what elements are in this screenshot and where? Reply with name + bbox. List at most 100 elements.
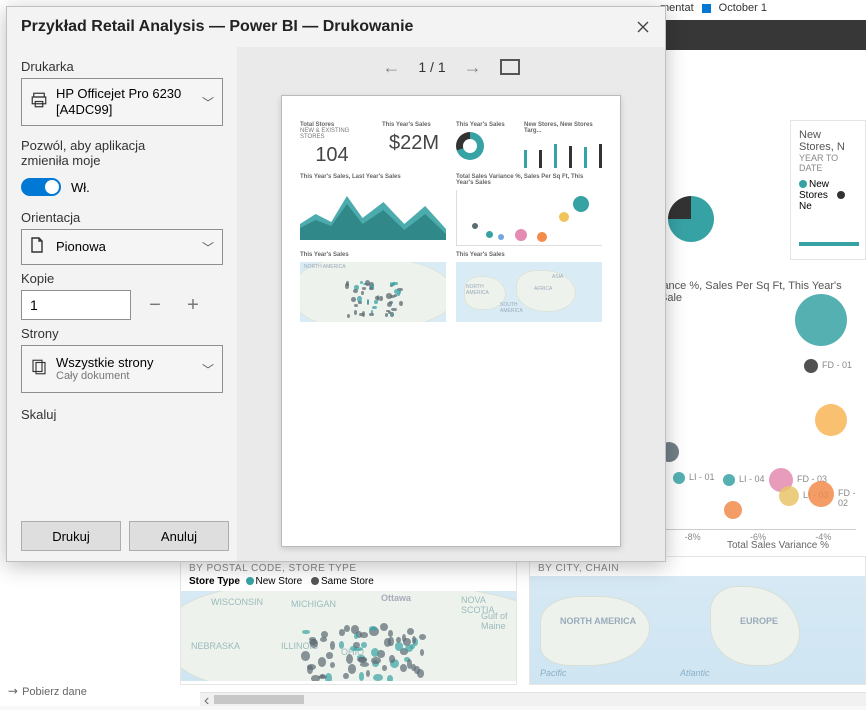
legend-swatch [837,191,845,199]
tile-title: This Year's Sales, Last Year's Sales [300,174,446,180]
orientation-select[interactable]: Pionowa ﹀ [21,229,223,265]
tile-title: New Stores, New Stores Targ... [524,122,602,134]
map-dot [371,657,381,664]
bubble-label: LI - 04 [739,474,765,484]
map-row: BY POSTAL CODE, STORE TYPE Store Type Ne… [180,556,866,685]
printer-label: Drukarka [21,59,223,74]
preview-page: Total Stores NEW & EXISTING STORES 104 T… [281,95,621,547]
bubble[interactable] [815,404,847,436]
preview-toolbar: ← 1 / 1 → [237,47,665,87]
chevron-down-icon: ﹀ [202,361,214,378]
tile-title: Total Sales Variance %, Sales Per Sq Ft,… [456,174,602,186]
map-dot [360,662,369,667]
mini-map-us: NORTH AMERICA [300,262,446,322]
pages-icon [30,358,48,381]
chevron-down-icon: ﹀ [202,239,214,256]
pie-chart-fragment [668,196,714,242]
map-dot [373,674,383,681]
cancel-button[interactable]: Anuluj [129,521,229,551]
map-dot [407,659,412,669]
print-dialog: Przykład Retail Analysis — Power BI — Dr… [6,6,666,562]
legend-swatch [311,577,319,585]
mini-map-world: NORTHAMERICA SOUTHAMERICA AFRICA ASIA [456,262,602,322]
map-surface[interactable]: NORTH AMERICA EUROPE Pacific Atlantic [530,576,865,684]
page-indicator: 1 / 1 [418,59,445,75]
map-card-postal[interactable]: BY POSTAL CODE, STORE TYPE Store Type Ne… [180,556,517,685]
bubble[interactable] [779,486,799,506]
pages-value: Wszystkie strony Cały dokument [56,355,194,384]
external-icon: ↗ [5,682,22,699]
bubble[interactable] [723,474,735,486]
kpi-value: 104 [300,144,364,167]
pages-label: Strony [21,326,223,341]
horizontal-scrollbar[interactable]: ‹ [200,692,866,706]
map-dot [348,664,356,674]
map-dot [354,633,358,639]
bubble[interactable] [724,501,742,519]
close-button[interactable] [625,13,661,41]
chevron-down-icon: ﹀ [202,94,214,111]
orientation-label: Orientacja [21,210,223,225]
printer-name: HP Officejet Pro 6230 [A4DC99] [56,86,194,117]
kpi-value: $22M [382,132,446,155]
card-legend: New Stores Ne [799,179,857,212]
tile-title: This Year's Sales [456,252,602,258]
copies-input[interactable] [21,290,131,320]
copies-increment[interactable]: + [179,291,207,319]
orientation-value: Pionowa [56,239,194,255]
bubble-label: LI - 01 [689,472,715,482]
map-dot [360,632,368,638]
map-surface[interactable]: WISCONSIN MICHIGAN Ottawa Gulf of Maine … [181,591,516,681]
map-dot [369,626,377,631]
map-dot [301,651,310,661]
close-icon [637,21,649,33]
card-subtitle: YEAR TO DATE [799,153,857,173]
tile-title: This Year's Sales [300,252,446,258]
card-new-stores: New Stores, N YEAR TO DATE New Stores Ne [790,120,866,260]
map-dot [412,636,416,644]
map-legend: Store Type New Store Same Store [181,576,516,591]
mini-scatter [456,190,602,246]
tile-title: This Year's Sales [382,122,446,128]
next-page-button[interactable]: → [464,57,482,78]
printer-select[interactable]: HP Officejet Pro 6230 [A4DC99] ﹀ [21,78,223,126]
scatter-chart[interactable]: FD - 01LI - 01LI - 04FD - 03LI - 03FD - … [660,300,856,530]
get-data-link[interactable]: ↗Pobierz dane [8,684,87,698]
map-dot [353,642,360,648]
dialog-titlebar: Przykład Retail Analysis — Power BI — Dr… [7,7,665,47]
print-button[interactable]: Drukuj [21,521,121,551]
map-dot [395,642,404,650]
app-ribbon [660,20,866,50]
legend-swatch [246,577,254,585]
allow-change-label: Pozwól, aby aplikacja zmieniła moje [21,138,223,168]
scale-label-cut: Skaluj [21,407,223,421]
map-dot [384,638,391,647]
copies-decrement[interactable]: − [141,291,169,319]
map-dot [387,675,393,681]
bubble[interactable] [673,472,685,484]
sparkbar [799,242,859,246]
favicon [702,4,711,13]
prev-page-button[interactable]: ← [382,57,400,78]
map-card-city[interactable]: BY CITY, CHAIN NORTH AMERICA EUROPE Paci… [529,556,866,685]
fit-to-page-button[interactable] [500,59,520,75]
pages-select[interactable]: Wszystkie strony Cały dokument ﹀ [21,345,223,393]
map-dot [318,657,327,667]
printer-icon [30,91,48,114]
preview-viewport[interactable]: Total Stores NEW & EXISTING STORES 104 T… [237,87,665,561]
bubble-label: FD - 01 [822,360,852,370]
map-dot [366,670,370,677]
print-preview-panel: ← 1 / 1 → Total Stores NEW & EXISTING ST… [237,47,665,561]
tab-fragment: October 1 [719,2,767,14]
bubble[interactable] [804,359,818,373]
portrait-icon [30,237,48,258]
allow-change-toggle[interactable] [21,178,61,196]
mini-donut [456,132,484,160]
map-dot [389,655,394,663]
map-dot [359,672,364,680]
bubble[interactable] [795,294,847,346]
scrollbar-thumb[interactable] [214,695,304,704]
map-dot [326,652,333,658]
map-dot [400,664,407,672]
bubble[interactable] [808,481,834,507]
